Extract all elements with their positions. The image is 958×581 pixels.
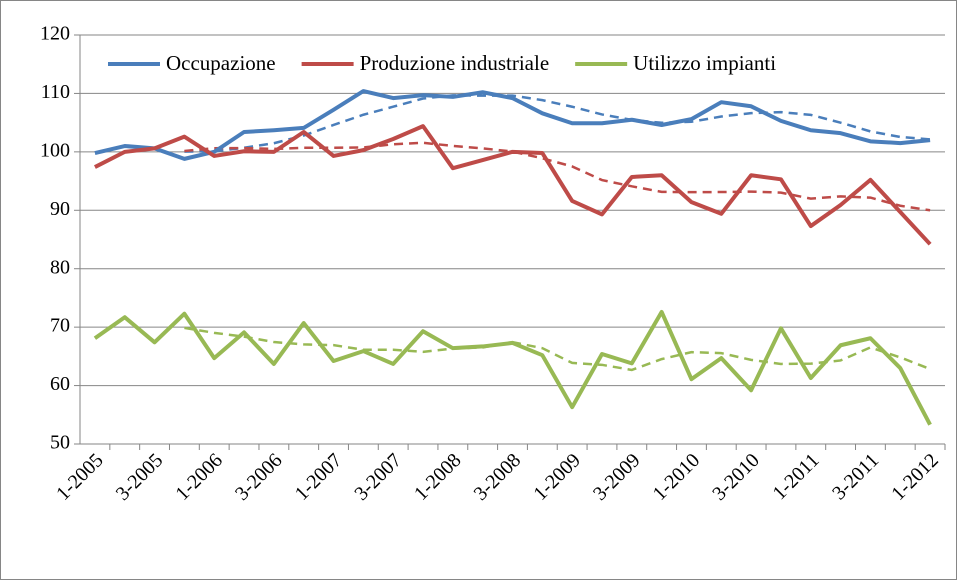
y-tick-label: 120 xyxy=(40,23,70,45)
legend: Occupazione Produzione industriale Utilizz… xyxy=(100,48,793,80)
y-tick-label: 90 xyxy=(50,198,70,220)
trend-line xyxy=(184,326,931,372)
legend-label: Produzione industriale xyxy=(360,51,550,75)
trend-line xyxy=(184,141,931,212)
y-tick-label: 100 xyxy=(40,139,70,161)
legend-background xyxy=(100,48,793,80)
y-tick-label: 80 xyxy=(50,256,70,278)
y-tick-label: 50 xyxy=(50,432,70,454)
legend-label: Occupazione xyxy=(166,51,276,75)
series-line xyxy=(93,309,932,426)
y-tick-label: 110 xyxy=(41,81,70,103)
series-line xyxy=(94,124,932,246)
series-line xyxy=(94,89,931,161)
legend-label: Utilizzo impianti xyxy=(633,51,776,75)
y-tick-label: 60 xyxy=(50,373,70,395)
y-tick-label: 70 xyxy=(50,315,70,337)
